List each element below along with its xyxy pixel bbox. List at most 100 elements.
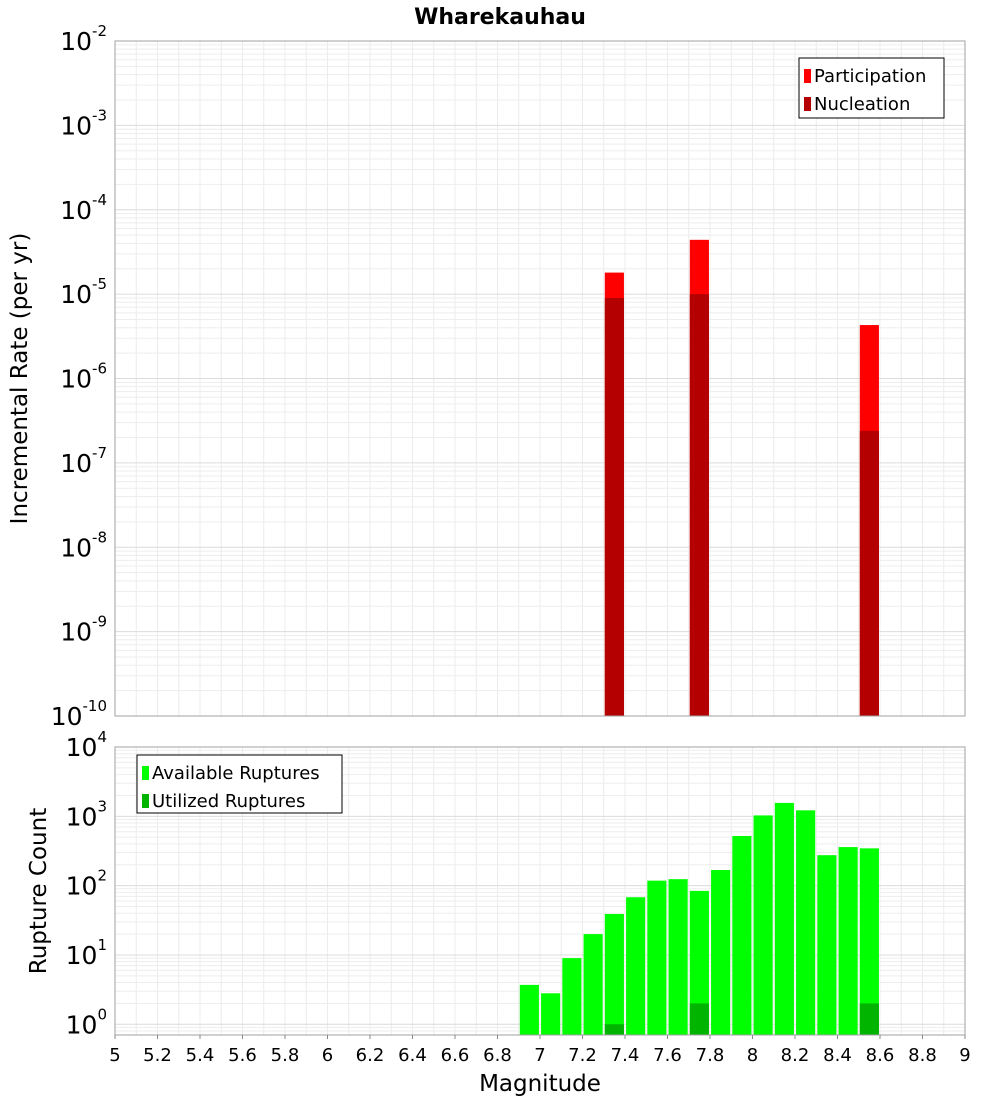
y-tick-exponent: 4 bbox=[97, 728, 107, 746]
legend-swatch bbox=[142, 794, 149, 808]
bar-available-ruptures bbox=[562, 958, 582, 1035]
y-tick-exponent: 0 bbox=[97, 1005, 107, 1023]
y-tick-base: 10 bbox=[60, 365, 92, 394]
y-tick-exponent: -10 bbox=[83, 697, 108, 715]
x-tick-label: 5.8 bbox=[271, 1045, 300, 1066]
x-tick-label: 8 bbox=[747, 1045, 758, 1066]
legend-swatch bbox=[804, 97, 811, 111]
x-tick-label: 5.2 bbox=[143, 1045, 172, 1066]
y-tick-base: 10 bbox=[66, 733, 98, 762]
bar-available-ruptures bbox=[583, 934, 603, 1035]
bar-available-ruptures bbox=[774, 802, 794, 1035]
x-tick-label: 8.4 bbox=[823, 1045, 852, 1066]
y-tick-label: 102 bbox=[66, 867, 107, 901]
bar-utilized-ruptures bbox=[689, 1003, 709, 1035]
bar-available-ruptures bbox=[732, 836, 752, 1035]
top-panel-frame bbox=[114, 40, 966, 717]
legend-box bbox=[136, 754, 343, 814]
y-tick-exponent: -9 bbox=[92, 613, 107, 631]
bar-available-ruptures bbox=[796, 810, 816, 1035]
x-tick-label: 6.2 bbox=[356, 1045, 385, 1066]
y-tick-label: 104 bbox=[66, 728, 107, 762]
legend-swatch bbox=[142, 766, 149, 780]
y-tick-label: 10-10 bbox=[51, 697, 107, 731]
y-tick-base: 10 bbox=[66, 802, 98, 831]
y-tick-base: 10 bbox=[60, 449, 92, 478]
legend-box bbox=[798, 57, 945, 119]
legend: Available Ruptures Utilized Ruptures bbox=[136, 754, 343, 814]
y-tick-label: 10-5 bbox=[60, 275, 107, 309]
y-tick-exponent: 1 bbox=[97, 936, 107, 954]
x-tick-label: 8.6 bbox=[866, 1045, 895, 1066]
legend-entry-label: Nucleation bbox=[814, 94, 910, 115]
y-tick-exponent: -5 bbox=[92, 275, 107, 293]
y-tick-exponent: -7 bbox=[92, 444, 107, 462]
x-tick-label: 9 bbox=[959, 1045, 970, 1066]
x-tick-label: 7 bbox=[534, 1045, 545, 1066]
y-tick-label: 10-4 bbox=[60, 191, 107, 225]
x-axis-title: Magnitude bbox=[479, 1071, 601, 1097]
series-available-ruptures bbox=[519, 802, 879, 1035]
bar-available-ruptures bbox=[604, 913, 624, 1035]
bar-available-ruptures bbox=[647, 880, 667, 1035]
y-tick-base: 10 bbox=[66, 1010, 98, 1039]
y-axis-title: Rupture Count bbox=[26, 808, 52, 974]
chart-title: Wharekauhau bbox=[414, 5, 586, 30]
y-tick-label: 10-3 bbox=[60, 106, 107, 140]
y-tick-exponent: -4 bbox=[92, 191, 107, 209]
x-tick-label: 5.6 bbox=[228, 1045, 257, 1066]
series-nucleation bbox=[604, 294, 879, 716]
y-tick-base: 10 bbox=[66, 941, 98, 970]
bar-available-ruptures bbox=[626, 897, 646, 1035]
x-tick-label: 7.4 bbox=[611, 1045, 640, 1066]
x-tick-label: 5 bbox=[109, 1045, 120, 1066]
legend-entry-label: Utilized Ruptures bbox=[152, 791, 305, 812]
y-tick-exponent: 2 bbox=[97, 867, 107, 885]
y-tick-label: 10-6 bbox=[60, 360, 107, 394]
bar-nucleation bbox=[604, 297, 624, 716]
x-tick-label: 6.6 bbox=[441, 1045, 470, 1066]
y-tick-base: 10 bbox=[60, 280, 92, 309]
bar-available-ruptures bbox=[753, 815, 773, 1035]
y-tick-exponent: -6 bbox=[92, 360, 107, 378]
bar-available-ruptures bbox=[519, 984, 539, 1035]
bar-nucleation bbox=[859, 430, 879, 716]
bar-available-ruptures bbox=[859, 848, 879, 1035]
y-tick-base: 10 bbox=[51, 702, 83, 731]
y-tick-label: 10-8 bbox=[60, 528, 107, 562]
y-tick-exponent: -3 bbox=[92, 106, 107, 124]
y-tick-base: 10 bbox=[66, 872, 98, 901]
x-tick-label: 8.2 bbox=[781, 1045, 810, 1066]
x-tick-label: 6 bbox=[322, 1045, 333, 1066]
x-tick-label: 7.2 bbox=[568, 1045, 597, 1066]
bar-available-ruptures bbox=[711, 870, 731, 1035]
y-tick-label: 10-2 bbox=[60, 22, 107, 56]
y-tick-label: 100 bbox=[66, 1005, 107, 1039]
y-tick-exponent: 3 bbox=[97, 797, 107, 815]
bar-available-ruptures bbox=[541, 993, 561, 1035]
x-tick-label: 8.8 bbox=[908, 1045, 937, 1066]
bar-available-ruptures bbox=[838, 847, 858, 1035]
x-tick-label: 5.4 bbox=[186, 1045, 215, 1066]
y-tick-base: 10 bbox=[60, 111, 92, 140]
y-tick-label: 10-9 bbox=[60, 613, 107, 647]
y-tick-exponent: -2 bbox=[92, 22, 107, 40]
y-tick-base: 10 bbox=[60, 618, 92, 647]
legend-swatch bbox=[804, 69, 811, 83]
x-tick-label: 6.4 bbox=[398, 1045, 427, 1066]
bar-available-ruptures bbox=[689, 890, 709, 1035]
bar-nucleation bbox=[689, 294, 709, 716]
y-tick-label: 103 bbox=[66, 797, 107, 831]
bar-utilized-ruptures bbox=[859, 1003, 879, 1035]
y-tick-label: 101 bbox=[66, 936, 107, 970]
bar-available-ruptures bbox=[668, 879, 688, 1035]
y-axis-title: Incremental Rate (per yr) bbox=[7, 233, 33, 525]
y-tick-exponent: -8 bbox=[92, 528, 107, 546]
y-tick-base: 10 bbox=[60, 533, 92, 562]
y-tick-base: 10 bbox=[60, 196, 92, 225]
legend-entry-label: Participation bbox=[814, 66, 926, 87]
legend: Participation Nucleation bbox=[798, 57, 945, 119]
y-tick-label: 10-7 bbox=[60, 444, 107, 478]
legend-entry-label: Available Ruptures bbox=[152, 763, 320, 784]
